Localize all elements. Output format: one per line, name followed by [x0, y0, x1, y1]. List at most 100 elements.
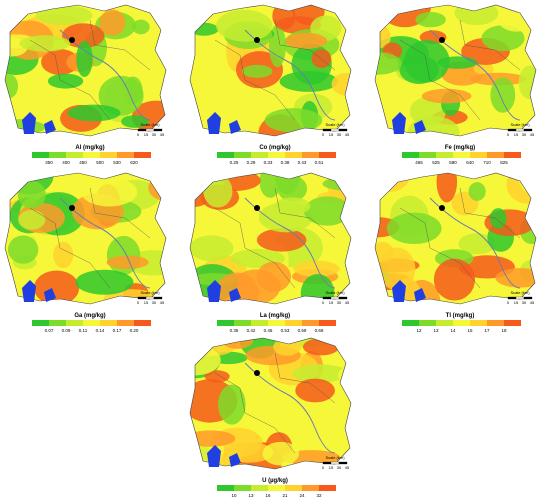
lake — [207, 445, 221, 467]
concentration-zone — [489, 208, 507, 229]
colorbar-tick: 0.46 — [264, 328, 273, 333]
colorbar-segment — [268, 152, 285, 158]
country-outline — [189, 4, 352, 137]
legend-title: Fe (mg/kg) — [445, 145, 475, 151]
colorbar-segment — [453, 152, 470, 158]
concentration-zone — [481, 25, 525, 52]
concentration-zone — [99, 9, 126, 36]
colorbar-tick: 400 — [62, 160, 70, 165]
colorbar-segment — [117, 320, 134, 326]
lake — [414, 288, 426, 302]
scale-segment — [507, 128, 517, 132]
legend-title: La (mg/kg) — [260, 313, 290, 319]
colorbar-tick: 0.43 — [298, 160, 307, 165]
concentration-zone — [490, 77, 516, 113]
colorbar-tick: 18 — [501, 328, 507, 333]
colorbar-segment — [319, 152, 336, 158]
city — [69, 37, 75, 43]
concentration-zone — [222, 338, 254, 349]
city — [254, 205, 260, 211]
lake — [229, 453, 241, 467]
border — [29, 187, 151, 289]
border — [399, 187, 521, 289]
scale-segment — [338, 461, 348, 465]
concentration-zone — [121, 115, 149, 128]
border — [399, 19, 521, 121]
river — [244, 197, 336, 289]
concentration-zone — [292, 364, 349, 383]
concentration-zone — [338, 366, 351, 384]
river — [244, 362, 336, 454]
concentration-zone — [311, 49, 332, 68]
lake — [44, 288, 56, 302]
concentration-zone — [76, 40, 93, 78]
colorbar-segment — [217, 152, 234, 158]
scale-tick: 30 — [152, 300, 157, 305]
scale-tick: 15 — [514, 300, 519, 305]
concentration-zone — [415, 12, 446, 28]
colorbar-tick: 0.33 — [264, 160, 273, 165]
colorbar-tick: 0.29 — [247, 160, 256, 165]
colorbar-segment — [32, 152, 49, 158]
colorbar-tick: 0.69 — [315, 328, 324, 333]
concentration-zone — [190, 22, 219, 36]
colorbar-tick: 10 — [231, 493, 237, 497]
river — [429, 197, 521, 289]
legend-title: Co (mg/kg) — [259, 145, 290, 151]
colorbar-segment — [487, 320, 504, 326]
lake — [22, 280, 36, 302]
colorbar-tick: 0.17 — [113, 328, 122, 333]
lake — [207, 112, 221, 134]
concentration-zone — [274, 197, 311, 215]
concentration-zone — [47, 73, 84, 89]
colorbar-tick: 14 — [450, 328, 456, 333]
scale-tick: 0 — [322, 465, 325, 470]
river — [244, 29, 336, 121]
scale-tick: 15 — [144, 132, 149, 137]
concentration-zone — [67, 104, 121, 122]
concentration-zone — [148, 174, 166, 201]
colorbar-segment — [268, 320, 285, 326]
concentration-zone — [190, 235, 234, 262]
city — [439, 205, 445, 211]
map-panel: Scale (km)0 15 30 45 Ga (mg/kg) 0.07 0.09 0.11 0… — [4, 172, 167, 333]
colorbar-tick: 640 — [466, 160, 474, 165]
scale-segment — [322, 461, 332, 465]
concentration-zone — [5, 173, 22, 187]
colorbar-segment — [49, 320, 66, 326]
colorbar-tick: 465 — [415, 160, 423, 165]
concentration-zone — [285, 32, 328, 50]
scale-segment — [137, 128, 147, 132]
colorbar-tick: 350 — [45, 160, 53, 165]
scale-title: Scale (km) — [325, 122, 345, 127]
colorbar-tick: 710 — [483, 160, 491, 165]
colorbar-tick: 530 — [113, 160, 121, 165]
scale-title: Scale (km) — [510, 122, 530, 127]
concentration-zone — [19, 35, 71, 52]
scale-tick: 15 — [329, 465, 334, 470]
concentration-zone — [409, 96, 447, 126]
colorbar-tick: 500 — [96, 160, 104, 165]
scale-segment — [330, 296, 340, 300]
country-outline — [374, 4, 537, 137]
concentration-zone — [41, 48, 79, 75]
concentration-zone — [75, 269, 134, 295]
scale-tick: 0 — [507, 132, 510, 137]
colorbar-tick: 0.51 — [315, 160, 324, 165]
colorbar-segment — [504, 152, 521, 158]
colorbar-segment — [402, 320, 419, 326]
concentration-zone — [242, 64, 273, 78]
lake — [229, 288, 241, 302]
colorbar-tick: 620 — [130, 160, 138, 165]
concentration-zone — [272, 5, 296, 30]
concentration-zone — [302, 338, 340, 356]
scale-tick: 45 — [530, 132, 535, 137]
country-outline — [189, 172, 352, 305]
colorbar-tick: 12 — [416, 328, 422, 333]
colorbar-segment — [217, 485, 234, 491]
country-outline — [4, 172, 167, 305]
scale-tick: 30 — [522, 300, 527, 305]
scale-tick: 45 — [530, 300, 535, 305]
concentration-zone — [190, 430, 236, 447]
